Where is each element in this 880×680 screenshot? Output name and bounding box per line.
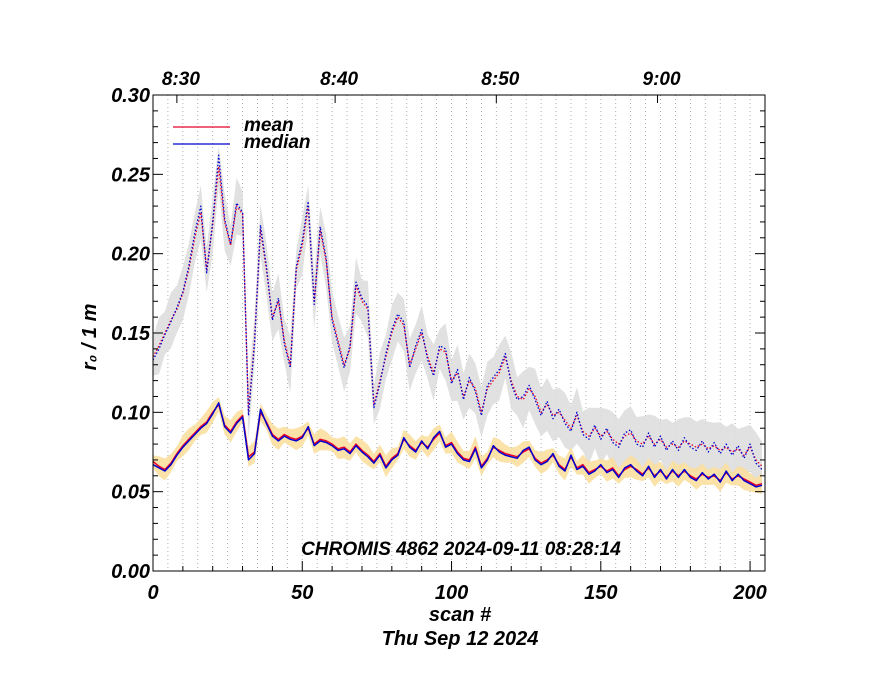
plot-frame [152,94,766,572]
y-tick-label: 0.10 [111,402,150,424]
x-tick-label: 150 [584,582,617,604]
top-axis-time-label: 9:00 [643,69,681,90]
x-tick-label: 50 [291,582,313,604]
date-subtitle: Thu Sep 12 2024 [382,628,539,650]
band-layer [153,145,762,495]
tick-layer [152,94,765,572]
x-tick-label: 0 [147,582,158,604]
legend-label-mean: mean [244,115,294,136]
median-high-layer-line [152,154,763,470]
y-axis-title: r₀ / 1 m [79,304,101,371]
y-tick-label: 0.15 [111,323,151,345]
grid-layer [167,95,751,571]
legend-label-median: median [244,132,311,153]
high-layer-band [153,145,762,491]
series-layer [152,154,763,488]
x-tick-label: 200 [732,582,766,604]
x-tick-label: 100 [435,582,468,604]
top-axis-time-label: 8:40 [320,69,358,90]
dataset-annotation: CHROMIS 4862 2024-09-11 08:28:14 [301,539,621,560]
top-axis-time-label: 8:50 [481,69,519,90]
label-layer: 0 50 100 150 200 0.00 0.05 0.10 0.15 0.20 0.25 0.30… [111,69,767,604]
x-axis-title: scan # [429,604,492,626]
y-tick-label: 0.00 [111,561,150,583]
median-low-layer-line [152,402,763,488]
legend: mean median [173,115,311,153]
y-tick-label: 0.05 [111,482,151,504]
y-tick-label: 0.30 [111,85,150,107]
y-tick-label: 0.20 [111,244,150,266]
y-tick-label: 0.25 [111,164,151,186]
top-axis-time-label: 8:30 [162,69,200,90]
